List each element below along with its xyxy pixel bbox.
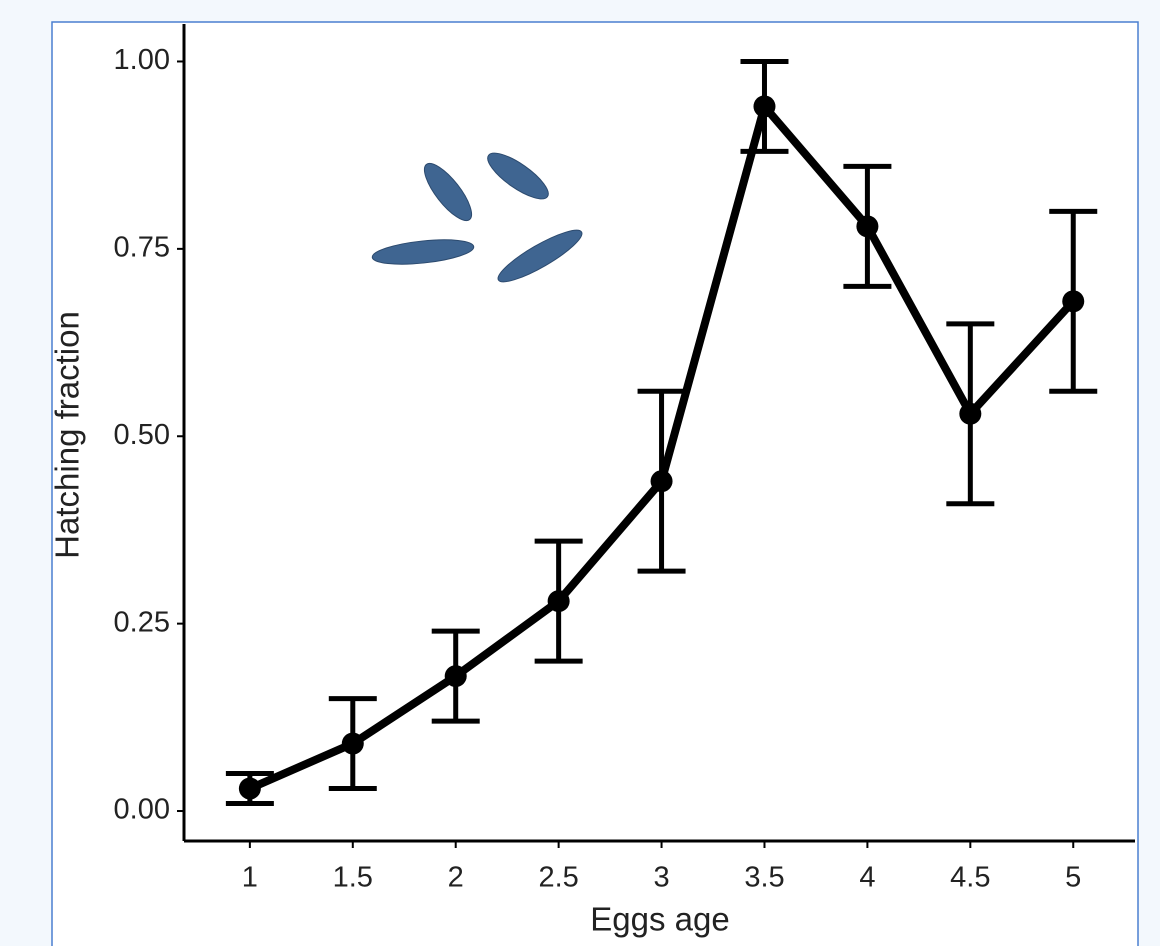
- y-axis-title: Hatching fraction: [49, 311, 86, 559]
- x-tick-label: 3: [653, 862, 669, 894]
- data-point: [547, 590, 570, 613]
- data-point: [650, 470, 673, 493]
- data-point: [1062, 290, 1085, 313]
- y-tick-label: 0.25: [114, 606, 170, 638]
- panel: [51, 21, 1139, 946]
- y-tick-label: 0.75: [114, 232, 170, 264]
- data-point: [238, 777, 261, 800]
- y-tick-label: 1.00: [114, 44, 170, 76]
- data-point: [753, 95, 776, 118]
- data-point: [856, 215, 879, 238]
- x-tick-label: 1.5: [333, 862, 373, 894]
- eggs-illustration: [371, 152, 583, 283]
- x-tick-label: 1: [242, 862, 258, 894]
- x-tick-label: 4.5: [950, 862, 990, 894]
- x-tick-label: 2: [448, 862, 464, 894]
- y-tick-label: 0.50: [114, 419, 170, 451]
- data-point: [444, 665, 467, 688]
- x-tick-label: 2.5: [538, 862, 578, 894]
- x-axis-title: Eggs age: [590, 901, 729, 938]
- data-point: [341, 732, 364, 755]
- data-point: [959, 402, 982, 425]
- x-tick-label: 4: [859, 862, 875, 894]
- x-tick-label: 5: [1065, 862, 1081, 894]
- x-tick-label: 3.5: [744, 862, 784, 894]
- y-tick-label: 0.00: [114, 794, 170, 826]
